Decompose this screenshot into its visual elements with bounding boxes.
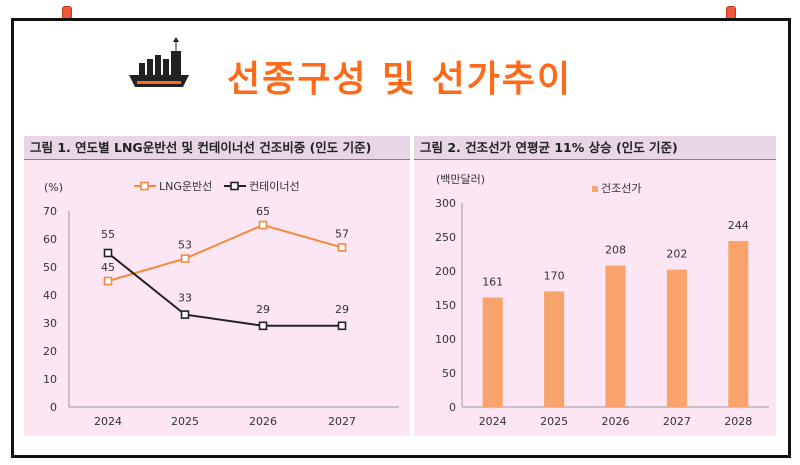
bar	[544, 291, 565, 407]
bar-chart-heading: 그림 2. 건조선가 연평균 11% 상승 (인도 기준)	[414, 136, 776, 160]
y-tick-label: 150	[435, 299, 456, 312]
y-tick-label: 50	[442, 367, 456, 380]
y-tick-label: 40	[43, 289, 57, 302]
bar-chart-panel: 그림 2. 건조선가 연평균 11% 상승 (인도 기준) (백만달러) 0 50 1…	[414, 136, 776, 436]
bar-value-label: 202	[666, 248, 687, 261]
y-tick-label: 60	[43, 233, 57, 246]
y-tick-label: 200	[435, 265, 456, 278]
y-tick-label: 300	[435, 197, 456, 210]
line-chart-panel: 그림 1. 연도별 LNG운반선 및 컨테이너선 건조비중 (인도 기준) (%…	[24, 136, 410, 436]
x-tick-label: 2026	[602, 415, 630, 428]
y-tick-label: 20	[43, 345, 57, 358]
x-tick-label: 2027	[663, 415, 691, 428]
point-lng	[337, 243, 347, 252]
y-unit-label: (백만달러)	[436, 173, 485, 186]
data-label-container: 55	[101, 228, 115, 241]
point-lng	[258, 220, 268, 230]
x-tick-label: 2024	[94, 415, 122, 428]
point-lng	[180, 254, 190, 263]
legend-marker-lng	[140, 181, 149, 191]
y-unit-label: (%)	[44, 181, 63, 194]
x-tick-label: 2024	[479, 415, 507, 428]
series-line-container	[107, 252, 342, 327]
bar-value-label: 170	[544, 269, 565, 282]
x-tick-label: 2028	[724, 415, 752, 428]
legend-marker-container	[230, 181, 239, 191]
legend-label-price: 건조선가	[601, 182, 641, 195]
legend-swatch-price	[592, 186, 598, 192]
y-tick-label: 100	[435, 333, 456, 346]
bar-chart: (백만달러) 0 50 100 150 200 250 300 건조선가 161 2024 170 20…	[435, 173, 769, 428]
x-tick-label: 2025	[540, 415, 568, 428]
point-container	[258, 321, 268, 331]
legend-label-container: 컨테이너선	[249, 180, 300, 193]
data-label-container: 29	[256, 303, 270, 316]
series-line-lng	[107, 223, 343, 282]
y-tick-label: 10	[43, 373, 57, 386]
legend-label-lng: LNG운반선	[159, 180, 212, 193]
ship-icon	[129, 37, 189, 87]
line-chart-heading: 그림 1. 연도별 LNG운반선 및 컨테이너선 건조비중 (인도 기준)	[24, 136, 410, 160]
page-title: 선종구성 및 선가추이	[227, 59, 573, 100]
data-label-lng: 65	[256, 205, 270, 218]
bar	[482, 297, 503, 407]
data-label-container: 33	[178, 292, 192, 305]
x-tick-label: 2027	[328, 415, 356, 428]
y-tick-label: 0	[449, 401, 456, 414]
y-tick-label: 0	[50, 401, 57, 414]
data-label-container: 29	[335, 303, 349, 316]
y-tick-label: 30	[43, 317, 57, 330]
bar	[666, 269, 687, 407]
bar-value-label: 161	[482, 276, 503, 289]
y-tick-label: 70	[43, 205, 57, 218]
y-tick-label: 250	[435, 231, 456, 244]
x-tick-label: 2025	[171, 415, 199, 428]
point-lng	[103, 276, 113, 286]
y-tick-label: 50	[43, 261, 57, 274]
bar-value-label: 208	[605, 244, 626, 257]
line-chart: (%) 0 10 20 30 40 50 60 70 2024 2025 2026 2027 LNG운반선…	[43, 180, 399, 428]
point-container	[337, 321, 347, 331]
bar	[728, 241, 749, 407]
point-container	[180, 310, 190, 319]
data-label-lng: 45	[101, 261, 115, 274]
data-label-lng: 53	[178, 239, 192, 252]
bar-value-label: 244	[728, 219, 749, 232]
data-label-lng: 57	[335, 227, 349, 240]
point-container	[103, 248, 113, 258]
x-tick-label: 2026	[249, 415, 277, 428]
bar	[605, 265, 626, 407]
